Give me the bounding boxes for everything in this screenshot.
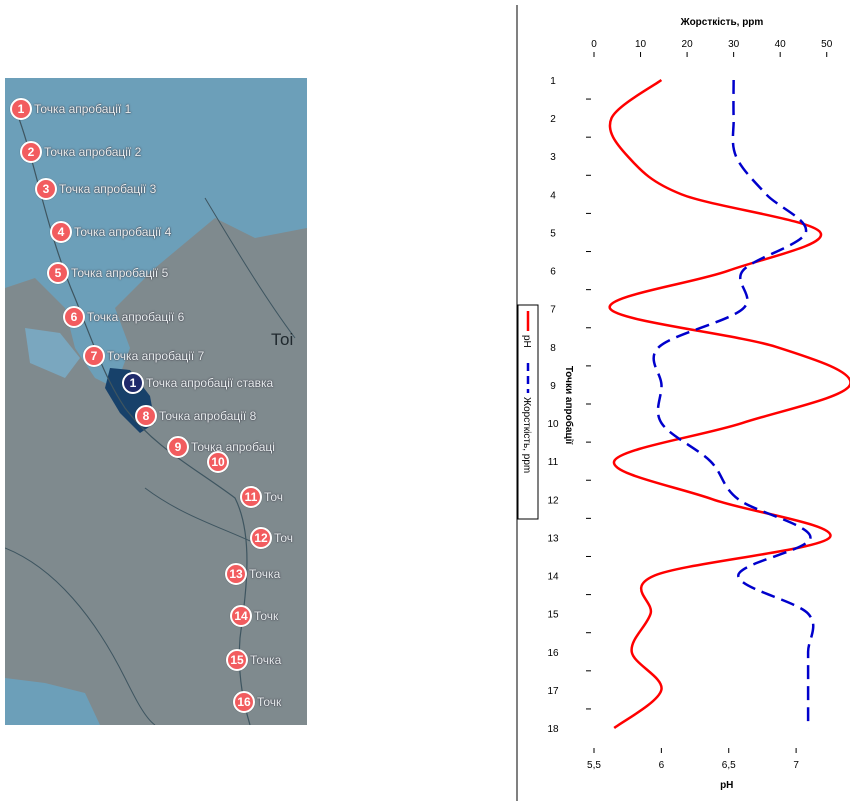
series-line-hardness — [652, 79, 815, 728]
marker-label: Точка апробації 5 — [71, 266, 169, 280]
marker-pin[interactable]: 1 — [122, 372, 144, 394]
map-marker[interactable]: 14 Точк — [230, 605, 278, 627]
y-axis-tick-label: 8 — [550, 343, 556, 354]
marker-label: Точ — [274, 531, 294, 545]
marker-label: Точка апробації 6 — [87, 310, 185, 324]
legend-label-ph: pH — [521, 335, 532, 348]
marker-pin[interactable]: 6 — [63, 306, 85, 328]
legend-label-hardness: Жорсткість, ppm — [521, 397, 532, 473]
marker-pin[interactable]: 14 — [230, 605, 252, 627]
marker-pin[interactable]: 10 — [207, 451, 229, 473]
map-marker[interactable]: 8 Точка апробації 8 — [135, 405, 256, 427]
map-marker[interactable]: 1 Точка апробації 1 — [10, 98, 131, 120]
city-label: Тоі — [271, 330, 294, 349]
y-axis-tick-label: 4 — [550, 190, 556, 201]
marker-label: Точка апробації ставка — [146, 376, 274, 390]
marker-label: Точк — [254, 609, 279, 623]
y-axis-tick-label: 14 — [547, 572, 559, 583]
y-axis-tick-label: 17 — [547, 686, 559, 697]
marker-pin[interactable]: 8 — [135, 405, 157, 427]
y-axis-tick-label: 15 — [547, 610, 559, 621]
marker-pin[interactable]: 11 — [240, 486, 262, 508]
marker-label: Точка апробації 1 — [34, 102, 132, 116]
top-axis-tick-label: 10 — [635, 39, 647, 50]
bottom-axis-tick-label: 5,5 — [587, 760, 601, 771]
legend: pH Жорсткість, ppm — [517, 304, 539, 520]
map-background — [5, 78, 307, 725]
y-axis-tick-label: 3 — [550, 152, 556, 163]
top-axis-tick-label: 0 — [591, 39, 597, 50]
map-marker[interactable]: 9 Точка апробаці — [167, 436, 275, 458]
map-marker[interactable]: 1 Точка апробації ставка — [122, 372, 273, 394]
top-axis-tick-label: 50 — [821, 39, 833, 50]
marker-pin[interactable]: 9 — [167, 436, 189, 458]
marker-pin[interactable]: 3 — [35, 178, 57, 200]
marker-label: Точка апробації 2 — [44, 145, 142, 159]
y-axis-tick-label: 13 — [547, 533, 559, 544]
marker-label: Точка — [250, 653, 282, 667]
marker-pin[interactable]: 15 — [226, 649, 248, 671]
marker-pin[interactable]: 12 — [250, 527, 272, 549]
marker-pin[interactable]: 7 — [83, 345, 105, 367]
map-marker[interactable]: 7 Точка апробації 7 — [83, 345, 204, 367]
marker-label: Точка апробації 3 — [59, 182, 157, 196]
bottom-axis-title: pH — [720, 780, 733, 791]
marker-label: Точ — [264, 490, 284, 504]
map-marker[interactable]: 6 Точка апробації 6 — [63, 306, 184, 328]
marker-pin[interactable]: 5 — [47, 262, 69, 284]
bottom-axis-tick-label: 6 — [659, 760, 665, 771]
marker-pin[interactable]: 13 — [225, 563, 247, 585]
map-marker[interactable]: 5 Точка апробації 5 — [47, 262, 168, 284]
y-axis-tick-label: 5 — [550, 228, 556, 239]
map-marker[interactable]: 3 Точка апробації 3 — [35, 178, 156, 200]
y-axis-tick-label: 12 — [547, 495, 559, 506]
y-axis-tick-label: 10 — [547, 419, 559, 430]
stream-line — [204, 197, 296, 339]
marker-label: Точка апробації 4 — [74, 225, 172, 239]
marker-label: Точк — [257, 695, 282, 709]
top-axis-title: Жорсткість, ppm — [680, 17, 764, 28]
map-marker[interactable]: 16 Точк — [233, 691, 281, 713]
legend-box — [517, 304, 539, 520]
marker-label: Точка апробаці — [191, 440, 275, 454]
marker-pin[interactable]: 1 — [10, 98, 32, 120]
y-axis-tick-label: 11 — [548, 457, 559, 468]
water-patch-south — [5, 678, 100, 725]
marker-label: Точка апробації 7 — [107, 349, 205, 363]
map-marker[interactable]: 2 Точка апробації 2 — [20, 141, 141, 163]
top-axis-tick-label: 30 — [728, 39, 740, 50]
map-marker[interactable]: 13 Точка — [225, 563, 280, 585]
chart-panel: Жорсткість, ppm 0 10 20 30 40 50 5,5 6 6,5 7 pH 1 2 3 4… — [516, 5, 850, 801]
water-body-west — [25, 328, 80, 378]
marker-pin[interactable]: 16 — [233, 691, 255, 713]
map-marker[interactable]: 11 Точ — [240, 486, 283, 508]
marker-label: Точка апробації 8 — [159, 409, 257, 423]
top-axis-tick-label: 40 — [775, 39, 787, 50]
stream-line — [5, 547, 156, 725]
map-panel[interactable]: Тоі 1 Точка апробації 1 2 Точка апробації 2… — [5, 78, 307, 725]
water-body-north — [5, 78, 307, 308]
river-line — [14, 107, 251, 725]
marker-label: Точка — [249, 567, 281, 581]
marker-pin[interactable]: 2 — [20, 141, 42, 163]
map-marker[interactable]: 15 Точка — [226, 649, 281, 671]
y-axis-tick-label: 7 — [550, 305, 556, 316]
map-marker[interactable]: 10 — [207, 451, 229, 473]
y-axis-tick-label: 2 — [550, 114, 556, 125]
top-axis-tick-label: 20 — [682, 39, 694, 50]
y-axis-title: Точки апробації — [563, 366, 575, 445]
y-axis-tick-label: 6 — [550, 267, 556, 278]
y-axis-tick-label: 16 — [547, 648, 559, 659]
y-axis-tick-label: 1 — [550, 76, 556, 87]
map-marker[interactable]: 12 Точ — [250, 527, 293, 549]
y-axis-tick-label: 18 — [547, 724, 559, 735]
series-line-ph — [608, 78, 850, 729]
marker-pin[interactable]: 4 — [50, 221, 72, 243]
bottom-axis-tick-label: 6,5 — [722, 760, 736, 771]
y-axis-tick-label: 9 — [550, 381, 556, 392]
map-marker[interactable]: 4 Точка апробації 4 — [50, 221, 171, 243]
bottom-axis-tick-label: 7 — [793, 760, 799, 771]
